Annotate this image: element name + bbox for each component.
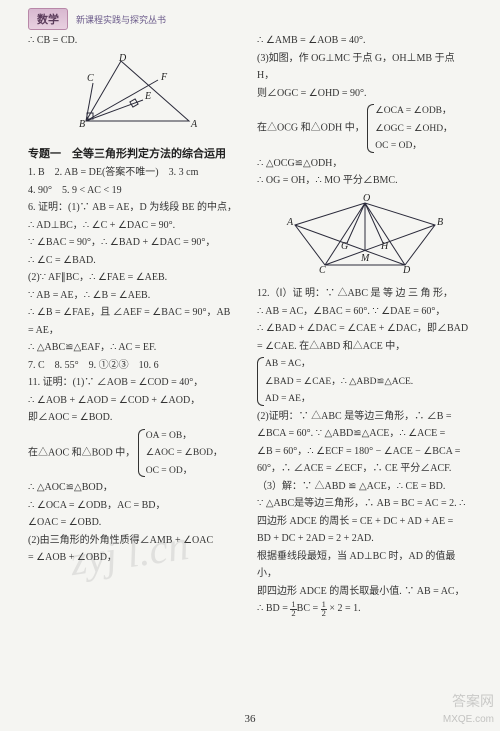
right-column: ∴ ∠AMB = ∠AOB = 40°. (3)如图，作 OG⊥MC 于点 G，… bbox=[257, 32, 472, 618]
text-line: 则∠OGC = ∠OHD = 90°. bbox=[257, 85, 472, 103]
pt-C: C bbox=[87, 73, 94, 84]
pt-A: A bbox=[190, 119, 198, 130]
text-line: ∴ CB = CD. bbox=[28, 32, 243, 50]
text-line: ∴ ∠OCA = ∠ODB，AC = BD， bbox=[28, 497, 243, 515]
content-columns: ∴ CB = CD. D F C E B A bbox=[28, 32, 472, 618]
text-line: 6. 证明：(1)∵ AB = AE，D 为线段 BE 的中点， bbox=[28, 199, 243, 217]
page-number: 36 bbox=[0, 713, 500, 725]
text-line: ∴ △OCG≌△ODH， bbox=[257, 155, 472, 173]
text-line: ∠BCA = 60°. ∵ △ABD≌△ACE，∴ ∠ACE = bbox=[257, 425, 472, 443]
text-line: 12.（Ⅰ）证 明：∵ △ABC 是 等 边 三 角 形， bbox=[257, 285, 472, 303]
text-line: 1. B 2. AB = DE(答案不唯一) 3. 3 cm bbox=[28, 164, 243, 182]
text-line: 四边形 ADCE 的周长 = CE + DC + AD + AE = bbox=[257, 513, 472, 531]
subject-badge: 数学 bbox=[28, 8, 68, 30]
case-bracket: AB = AC， ∠BAD = ∠CAE，∴ △ABD≌△ACE. AD = A… bbox=[257, 355, 413, 408]
text-line: ∴ ∠AOB + ∠AOD = ∠COD + ∠AOD， bbox=[28, 392, 243, 410]
pt-B: B bbox=[437, 217, 443, 228]
text-line: ∵ △ABC是等边三角形，∴ AB = BC = AC = 2. ∴ bbox=[257, 495, 472, 513]
pt-C: C bbox=[319, 265, 326, 273]
text-line: （3）解：∵ △ABD ≌ △ACE，∴ CE = BD. bbox=[257, 478, 472, 496]
text-line: 即∠AOC = ∠BOD. bbox=[28, 409, 243, 427]
pt-A: A bbox=[286, 217, 294, 228]
text-line: ∴ BD = 12BC = 12 × 2 = 1. bbox=[257, 600, 472, 618]
case-line: 在△AOC 和△BOD 中， OA = OB， ∠AOC = ∠BOD， OC … bbox=[28, 427, 243, 480]
text-line: 7. C 8. 55° 9. ①②③ 10. 6 bbox=[28, 357, 243, 375]
case-line: AB = AC， ∠BAD = ∠CAE，∴ △ABD≌△ACE. AD = A… bbox=[257, 355, 472, 408]
text-line: (2)证明：∵ △ABC 是等边三角形，∴ ∠B = bbox=[257, 408, 472, 426]
text-line: ∠OAC = ∠OBD. bbox=[28, 514, 243, 532]
pt-M: M bbox=[360, 253, 370, 264]
text-line: = AE， bbox=[28, 322, 243, 340]
text-line: = ∠CAE. 在△ABD 和△ACE 中， bbox=[257, 338, 472, 356]
text-line: 11. 证明：(1)∵ ∠AOB = ∠COD = 40°， bbox=[28, 374, 243, 392]
pt-D: D bbox=[118, 53, 127, 64]
text-line: (2)由三角形的外角性质得∠AMB + ∠OAC bbox=[28, 532, 243, 550]
pt-F: F bbox=[160, 72, 168, 83]
watermark-daanwang: 答案网 bbox=[452, 691, 494, 711]
figure-triangle: D F C E B A bbox=[28, 53, 243, 140]
text-line: 60°，∴ ∠ACE = ∠ECF，∴ CE 平分∠ACF. bbox=[257, 460, 472, 478]
pt-H: H bbox=[380, 241, 389, 252]
text-line: ∴ △ABC≌△EAF，∴ AC = EF. bbox=[28, 339, 243, 357]
text-line: ∴ AB = AC，∠BAC = 60°. ∵ ∠DAE = 60°， bbox=[257, 303, 472, 321]
text-line: ∴ OG = OH，∴ MO 平分∠BMC. bbox=[257, 172, 472, 190]
pt-G: G bbox=[341, 241, 348, 252]
text-line: 即四边形 ADCE 的周长取最小值. ∵ AB = AC， bbox=[257, 583, 472, 601]
left-column: ∴ CB = CD. D F C E B A bbox=[28, 32, 243, 618]
pt-D: D bbox=[402, 265, 411, 273]
pt-E: E bbox=[144, 91, 151, 102]
text-line: = ∠AOB + ∠OBD， bbox=[28, 549, 243, 567]
text-line: ∵ AB = AE，∴ ∠B = ∠AEB. bbox=[28, 287, 243, 305]
text-line: BD + DC + 2AD = 2 + 2AD. bbox=[257, 530, 472, 548]
page-header: 数学 新课程实践与探究丛书 bbox=[28, 8, 166, 30]
text-line: ∴ ∠B = ∠FAE，且 ∠AEF = ∠BAC = 90°，AB bbox=[28, 304, 243, 322]
figure-diamond: O A B C D G H M bbox=[257, 193, 472, 280]
case-bracket: ∠OCA = ∠ODB， ∠OGC = ∠OHD， OC = OD， bbox=[367, 102, 452, 155]
text-line: (2)∵ AF∥BC，∴ ∠FAE = ∠AEB. bbox=[28, 269, 243, 287]
text-line: 4. 90° 5. 9 < AC < 19 bbox=[28, 182, 243, 200]
series-title: 新课程实践与探究丛书 bbox=[76, 13, 166, 26]
text-line: ∠B = 60°，∴ ∠ECF = 180° − ∠ACE − ∠BCA = bbox=[257, 443, 472, 461]
text-line: ∴ ∠C = ∠BAD. bbox=[28, 252, 243, 270]
case-bracket: OA = OB， ∠AOC = ∠BOD， OC = OD， bbox=[138, 427, 223, 480]
pt-B: B bbox=[79, 119, 85, 130]
text-line: ∴ AD⊥BC，∴ ∠C + ∠DAC = 90°. bbox=[28, 217, 243, 235]
pt-O: O bbox=[363, 193, 370, 204]
text-line: ∴ ∠AMB = ∠AOB = 40°. bbox=[257, 32, 472, 50]
text-line: ∴ ∠BAD + ∠DAC = ∠CAE + ∠DAC，即∠BAD bbox=[257, 320, 472, 338]
text-line: ∴ △AOC≌△BOD， bbox=[28, 479, 243, 497]
text-line: 根据垂线段最短，当 AD⊥BC 时，AD 的值最小， bbox=[257, 548, 472, 583]
text-line: (3)如图，作 OG⊥MC 于点 G，OH⊥MB 于点 H， bbox=[257, 50, 472, 85]
section-title: 专题一 全等三角形判定方法的综合运用 bbox=[28, 145, 243, 164]
text-line: ∵ ∠BAC = 90°，∴ ∠BAD + ∠DAC = 90°， bbox=[28, 234, 243, 252]
case-line: 在△OCG 和△ODH 中， ∠OCA = ∠ODB， ∠OGC = ∠OHD，… bbox=[257, 102, 472, 155]
